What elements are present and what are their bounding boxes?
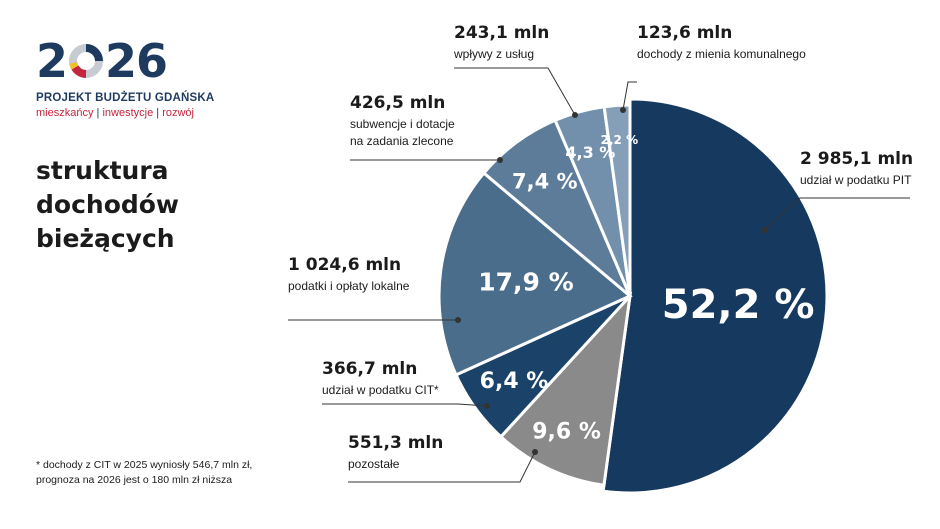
leader-line xyxy=(454,67,576,116)
leader-dot xyxy=(620,107,626,113)
logo-tagline: mieszkańcy | inwestycje | rozwój xyxy=(36,107,216,119)
percent-label: 17,9 % xyxy=(478,268,573,297)
percent-labels: 52,2 % 9,6 % 6,4 % 17,9 % 7,4 % 4,3 %2,2 % xyxy=(478,133,814,445)
chart-title: struktura dochodów bieżących xyxy=(36,154,316,256)
logo-subtitle: PROJEKT BUDŻETU GDAŃSKA xyxy=(36,92,215,104)
callout-amount: 551,3 mln xyxy=(348,433,443,453)
callout-description: podatki i opłaty lokalne xyxy=(288,279,410,293)
leader-dot xyxy=(484,403,490,409)
pie-slice xyxy=(602,103,632,297)
callout-amount: 243,1 mln xyxy=(454,23,549,43)
leader-dot xyxy=(455,317,461,323)
callout-amount: 426,5 mln xyxy=(350,93,445,113)
leader-line xyxy=(322,403,488,407)
leader-dot xyxy=(572,112,578,118)
leader-dot xyxy=(532,449,538,455)
chart-title-line: bieżących xyxy=(36,224,175,253)
callout-description: wpływy z usług xyxy=(453,47,534,61)
percent-label: 6,4 % xyxy=(480,369,549,394)
pie-slice xyxy=(437,170,633,377)
leader-lines xyxy=(288,67,910,483)
percent-label: 2,2 % xyxy=(601,133,638,147)
callout-amount: 366,7 mln xyxy=(322,359,417,379)
callout-description: dochody z mienia komunalnego xyxy=(637,47,806,61)
callout-amount: 1 024,6 mln xyxy=(288,255,401,275)
callout-description: udział w podatku PIT xyxy=(800,173,912,187)
leader-line xyxy=(348,451,536,483)
tagline-separator: | xyxy=(156,107,160,119)
logo: 2 26 PROJEKT BUDŻETU GDAŃSKA mieszkańcy … xyxy=(36,38,216,119)
callout-description: pozostałe xyxy=(348,457,400,471)
footnote: * dochody z CIT w 2025 wyniosły 546,7 ml… xyxy=(36,458,336,488)
tagline-item: inwestycje xyxy=(102,107,154,119)
callout-amount: 2 985,1 mln xyxy=(800,149,913,169)
footnote-line: * dochody z CIT w 2025 wyniosły 546,7 ml… xyxy=(36,459,253,471)
callout-description: udział w podatku CIT* xyxy=(322,383,439,397)
callout-labels: 2 985,1 mln udział w podatku PIT 551,3 mln… xyxy=(288,23,913,471)
callout-description: subwencje i dotacje xyxy=(350,117,455,131)
callout-amount: 123,6 mln xyxy=(637,23,732,43)
leader-dot xyxy=(762,227,768,233)
leader-line xyxy=(764,197,910,231)
percent-label: 7,4 % xyxy=(512,169,578,193)
callout-description: na zadania zlecone xyxy=(350,134,454,148)
pie-slice xyxy=(601,97,829,495)
leader-line xyxy=(622,81,637,111)
logo-ring-icon xyxy=(69,44,104,78)
pie-slices xyxy=(437,97,829,495)
footnote-line: prognoza na 2026 jest o 180 mln zł niższ… xyxy=(36,474,233,486)
chart-title-line: struktura dochodów xyxy=(36,156,180,219)
tagline-item: rozwój xyxy=(162,107,194,119)
logo-year-left: 2 xyxy=(36,34,68,88)
percent-label: 4,3 % xyxy=(565,143,615,162)
logo-year: 2 26 xyxy=(36,38,216,84)
tagline-item: mieszkańcy xyxy=(36,107,94,119)
percent-label: 52,2 % xyxy=(662,282,815,328)
tagline-separator: | xyxy=(96,107,100,119)
pie-slice xyxy=(498,291,633,487)
leader-dot xyxy=(497,157,503,163)
percent-label: 9,6 % xyxy=(532,420,601,445)
logo-year-right: 26 xyxy=(105,34,168,88)
